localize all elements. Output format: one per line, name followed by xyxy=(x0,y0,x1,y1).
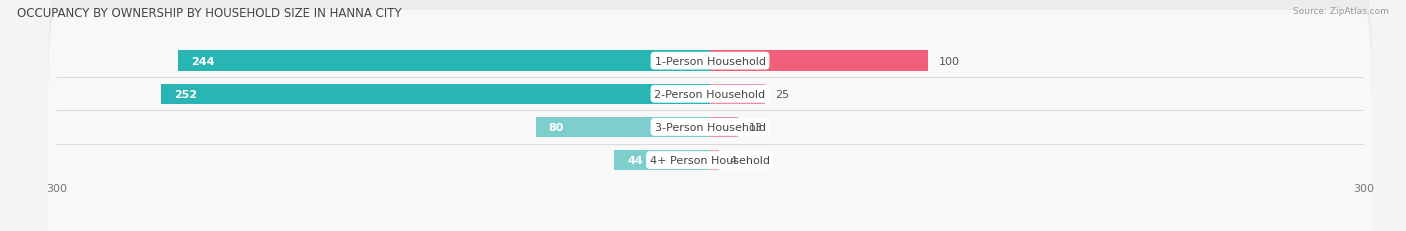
Text: 80: 80 xyxy=(548,122,564,132)
Bar xyxy=(710,117,738,138)
Text: 44: 44 xyxy=(627,155,643,165)
Legend: Owner-occupied, Renter-occupied: Owner-occupied, Renter-occupied xyxy=(595,228,825,231)
Text: 3-Person Household: 3-Person Household xyxy=(655,122,765,132)
Text: 244: 244 xyxy=(191,56,215,66)
Bar xyxy=(614,150,710,171)
Text: Source: ZipAtlas.com: Source: ZipAtlas.com xyxy=(1294,7,1389,16)
Bar xyxy=(710,51,928,72)
Bar xyxy=(179,51,710,72)
FancyBboxPatch shape xyxy=(48,0,1372,231)
Text: 100: 100 xyxy=(939,56,960,66)
FancyBboxPatch shape xyxy=(48,0,1372,231)
Text: 4+ Person Household: 4+ Person Household xyxy=(650,155,770,165)
Bar xyxy=(710,84,765,105)
Text: OCCUPANCY BY OWNERSHIP BY HOUSEHOLD SIZE IN HANNA CITY: OCCUPANCY BY OWNERSHIP BY HOUSEHOLD SIZE… xyxy=(17,7,402,20)
Text: 252: 252 xyxy=(174,89,197,99)
Text: 13: 13 xyxy=(749,122,763,132)
Text: 2-Person Household: 2-Person Household xyxy=(654,89,766,99)
Text: 4: 4 xyxy=(730,155,737,165)
Text: 1-Person Household: 1-Person Household xyxy=(655,56,765,66)
Text: 25: 25 xyxy=(776,89,790,99)
FancyBboxPatch shape xyxy=(48,11,1372,231)
FancyBboxPatch shape xyxy=(48,0,1372,211)
Bar xyxy=(160,84,710,105)
Bar xyxy=(536,117,710,138)
Bar xyxy=(710,150,718,171)
